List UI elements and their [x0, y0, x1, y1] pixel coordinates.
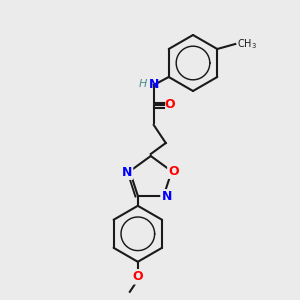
- Text: N: N: [148, 77, 159, 91]
- Text: N: N: [161, 190, 172, 203]
- Text: O: O: [164, 98, 175, 112]
- Text: H: H: [138, 79, 147, 89]
- Text: O: O: [168, 165, 179, 178]
- Text: O: O: [133, 270, 143, 283]
- Text: CH$_3$: CH$_3$: [237, 37, 257, 51]
- Text: N: N: [122, 166, 132, 179]
